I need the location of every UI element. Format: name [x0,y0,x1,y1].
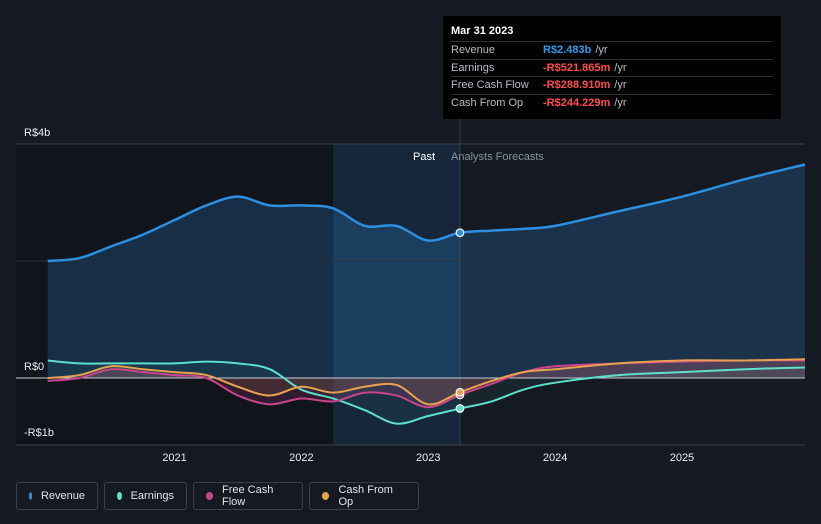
legend-label: Free Cash Flow [222,484,274,508]
earnings-dot-icon [117,492,122,500]
y-tick-label: -R$1b [24,427,54,439]
tooltip-label: Cash From Op [451,96,524,109]
chart-legend: Revenue Earnings Free Cash Flow Cash Fro… [16,482,419,510]
x-tick-label: 2022 [289,452,313,464]
legend-item-earnings[interactable]: Earnings [104,482,187,510]
revenue-area [47,164,805,378]
legend-item-free-cash-flow[interactable]: Free Cash Flow [193,482,303,510]
tooltip-row-earnings: Earnings -R$521.865m /yr [451,58,773,77]
revenue-marker [455,228,465,238]
tooltip-label: Earnings [451,61,495,74]
revenue-dot-icon [29,492,32,500]
earnings-line [47,359,806,425]
x-tick-label: 2021 [162,452,186,464]
revenue-line [47,163,806,263]
y-tick-label: R$4b [24,127,50,139]
legend-item-cash-from-op[interactable]: Cash From Op [309,482,419,510]
legend-label: Earnings [130,490,174,502]
tooltip-unit: /yr [614,96,627,109]
cash-from-op-line [47,358,806,406]
y-tick-label: R$0 [24,361,44,373]
tooltip-unit: /yr [595,44,608,56]
tooltip-unit: /yr [614,61,627,74]
tooltip-row-revenue: Revenue R$2.483b /yr [451,41,773,59]
x-tick-label: 2025 [670,452,694,464]
hover-markers [455,228,465,413]
earnings-marker [455,404,465,413]
forecast-segment-label: Analysts Forecasts [451,151,544,163]
tooltip-row-free-cash-flow: Free Cash Flow -R$288.910m /yr [451,76,773,94]
cash-from-op-area [47,359,805,405]
tooltip-label: Free Cash Flow [451,79,529,91]
series-areas [47,164,805,424]
tooltip-unit: /yr [614,79,627,91]
legend-item-revenue[interactable]: Revenue [16,482,98,510]
tooltip-row-cash-from-op: Cash From Op -R$244.229m /yr [451,93,773,112]
tooltip-label: Revenue [451,44,496,56]
x-tick-label: 2023 [416,452,440,464]
cash-from-op-marker [455,387,465,397]
past-segment-label: Past [413,151,435,163]
gridlines [16,143,805,446]
hover-tooltip: Mar 31 2023 Revenue R$2.483b /yr Earning… [443,16,781,119]
legend-label: Revenue [40,490,85,502]
tooltip-value: R$2.483b [543,44,592,56]
series-lines [47,163,806,425]
tooltip-value: -R$521.865m [543,61,611,74]
cash-from-op-dot-icon [322,492,330,500]
tooltip-value: -R$244.229m [543,96,611,109]
legend-label: Cash From Op [338,484,393,508]
axis-labels: R$4b R$0 -R$1b 2021 2022 2023 2024 2025 [24,127,694,464]
tooltip-value: -R$288.910m [543,79,611,91]
x-tick-label: 2024 [543,452,567,464]
tooltip-date: Mar 31 2023 [451,25,514,37]
free-cash-flow-dot-icon [206,492,213,500]
free-cash-flow-area [47,360,805,408]
